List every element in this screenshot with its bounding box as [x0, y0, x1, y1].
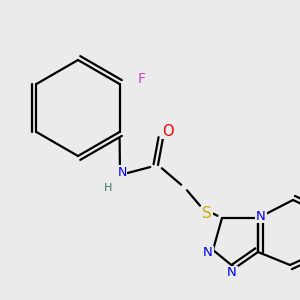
Text: F: F	[138, 72, 146, 86]
Text: N: N	[203, 247, 213, 260]
Text: O: O	[162, 124, 174, 139]
Text: N: N	[227, 266, 237, 280]
Text: N: N	[117, 166, 127, 178]
Text: H: H	[104, 183, 112, 193]
Text: N: N	[256, 209, 266, 223]
Text: S: S	[202, 206, 212, 220]
